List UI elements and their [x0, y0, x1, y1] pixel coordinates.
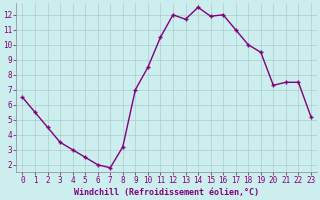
X-axis label: Windchill (Refroidissement éolien,°C): Windchill (Refroidissement éolien,°C) [74, 188, 259, 197]
